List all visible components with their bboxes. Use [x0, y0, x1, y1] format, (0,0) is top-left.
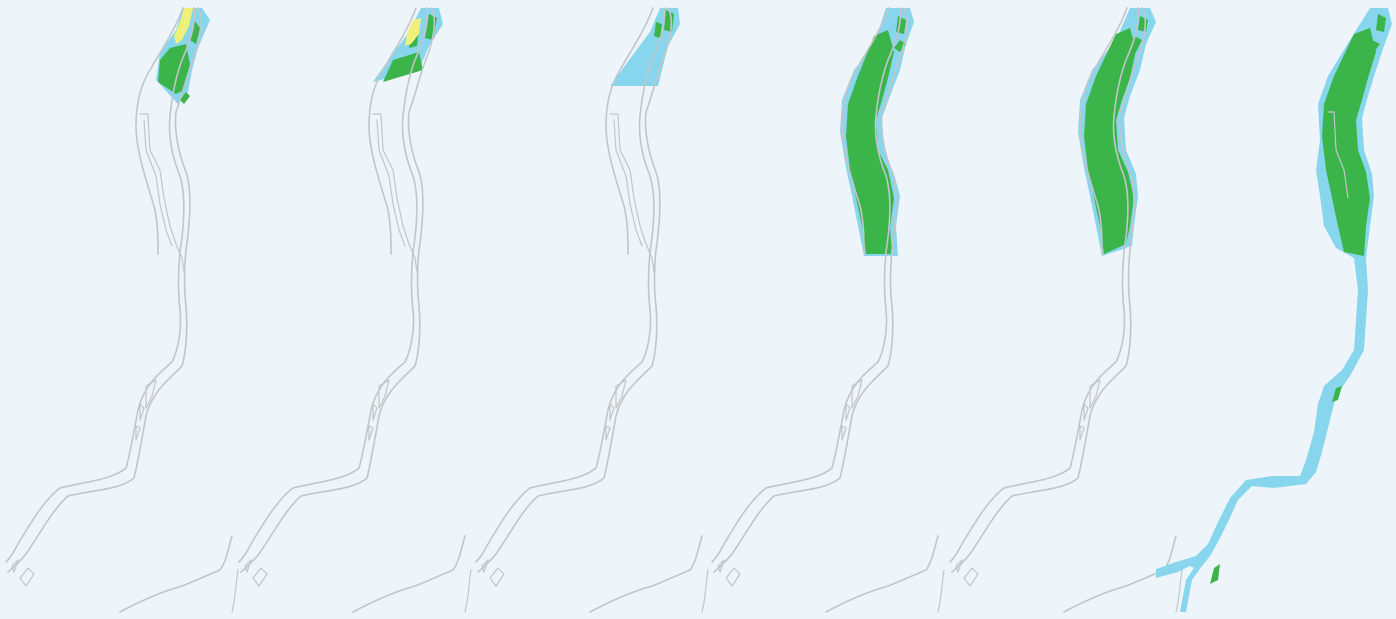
map-panel-stage-5	[944, 0, 1184, 619]
river-map-3	[475, 7, 709, 613]
river-map-2	[238, 7, 472, 613]
sand-bar	[405, 18, 421, 46]
river-outline	[238, 7, 472, 613]
vegetation-patches	[158, 20, 200, 104]
river-map-6	[1156, 8, 1392, 612]
map-panel-stage-3	[470, 0, 710, 619]
river-map-5	[949, 7, 1183, 613]
river-map-1	[5, 7, 239, 613]
vegetation-patches	[1210, 14, 1386, 584]
river-outline	[475, 7, 709, 613]
river-outline	[949, 7, 1183, 613]
map-panel-stage-6	[1156, 0, 1396, 619]
river-outline	[711, 7, 945, 613]
river-outline	[1327, 111, 1349, 199]
map-panel-stage-4	[706, 0, 946, 619]
map-panel-stage-1	[0, 0, 240, 619]
sand-bar	[174, 8, 193, 44]
river-outline	[5, 7, 239, 613]
map-panel-stage-2	[233, 0, 473, 619]
river-map-4	[711, 7, 945, 613]
